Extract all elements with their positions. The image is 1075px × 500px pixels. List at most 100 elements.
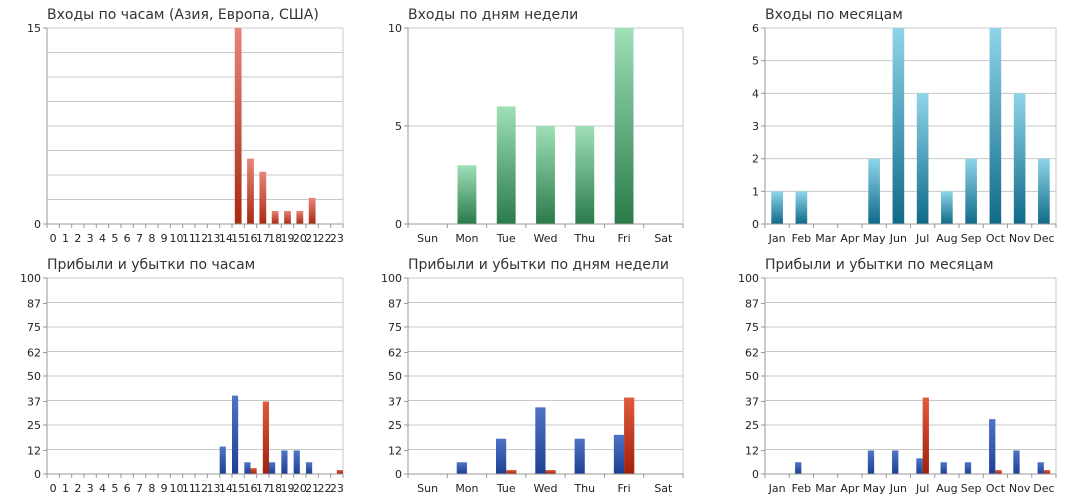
x-tick-label: 12: [194, 232, 208, 245]
chart-title: Входы по месяцам: [765, 7, 903, 23]
bar: [916, 93, 929, 224]
bar: [1043, 470, 1051, 474]
x-tick-label: Dec: [1033, 232, 1054, 245]
bar: [795, 191, 808, 224]
bar: [995, 470, 1002, 474]
x-tick-label: Wed: [534, 482, 558, 495]
bar: [308, 197, 316, 224]
y-tick-label: 62: [745, 346, 759, 359]
y-tick-label: 2: [752, 153, 759, 166]
x-tick-label: Tue: [496, 482, 516, 495]
bar: [613, 434, 625, 474]
bar: [1038, 158, 1050, 224]
x-tick-label: 6: [124, 232, 131, 245]
x-tick-label: Jun: [889, 232, 907, 245]
bar: [867, 450, 875, 474]
bar: [506, 470, 517, 474]
x-tick-label: 23: [330, 482, 344, 495]
x-tick-label: 10: [170, 482, 184, 495]
x-tick-label: Sat: [654, 482, 673, 495]
x-tick-label: Oct: [986, 232, 1006, 245]
x-tick-label: 1: [62, 232, 69, 245]
chart-plot: 0 12 25 37 50 62 75 87 100 Jan Feb Mar Apr May Jun Jul A…: [738, 272, 1057, 495]
x-tick-label: 13: [207, 482, 221, 495]
x-tick-label: Mar: [815, 482, 836, 495]
y-tick-label: 0: [34, 468, 41, 481]
x-tick-label: Apr: [840, 232, 860, 245]
chart-title: Прибыли и убытки по месяцам: [765, 257, 994, 273]
x-tick-label: 15: [231, 482, 245, 495]
bar: [545, 470, 556, 474]
x-tick-label: 12: [194, 482, 208, 495]
bar: [941, 191, 953, 224]
chart-title: Прибыли и убытки по дням недели: [408, 257, 669, 273]
x-tick-label: Aug: [936, 482, 957, 495]
bar: [535, 407, 546, 474]
x-tick-label: Jul: [915, 232, 929, 245]
x-tick-label: 19: [281, 232, 295, 245]
x-tick-label: Feb: [792, 232, 811, 245]
y-tick-label: 1: [752, 185, 759, 198]
x-tick-label: May: [863, 232, 886, 245]
bar: [1013, 450, 1020, 474]
bar: [964, 462, 972, 474]
y-tick-label: 87: [388, 297, 402, 310]
x-tick-label: 5: [111, 482, 118, 495]
x-tick-label: 8: [148, 232, 155, 245]
bar: [271, 210, 279, 224]
x-tick-label: May: [863, 482, 886, 495]
x-tick-label: 8: [148, 482, 155, 495]
x-tick-label: 15: [231, 232, 245, 245]
y-tick-label: 50: [745, 370, 759, 383]
y-tick-label: 0: [395, 468, 402, 481]
bar: [457, 165, 477, 224]
chart-logins-by-hour: Входы по часам (Азия, Европа, США) 0 15 0 1…: [0, 0, 355, 250]
y-tick-label: 10: [388, 22, 402, 35]
bar: [614, 28, 634, 224]
bar: [293, 450, 300, 474]
x-tick-label: Feb: [792, 482, 811, 495]
x-tick-label: 9: [161, 482, 168, 495]
x-tick-label: 16: [244, 482, 258, 495]
x-tick-label: 18: [268, 482, 282, 495]
y-tick-label: 12: [388, 444, 402, 457]
bar: [989, 419, 996, 474]
x-tick-label: 23: [330, 232, 344, 245]
x-tick-label: Sat: [654, 232, 673, 245]
y-tick-label: 50: [27, 370, 41, 383]
y-tick-label: 5: [395, 120, 402, 133]
x-tick-label: Jan: [768, 482, 786, 495]
chart-title: Прибыли и убытки по часам: [47, 257, 256, 273]
bar: [922, 397, 929, 474]
x-tick-label: Dec: [1033, 482, 1054, 495]
x-tick-label: 5: [111, 232, 118, 245]
bar: [262, 401, 269, 474]
x-tick-label: Aug: [936, 232, 957, 245]
x-tick-label: Mon: [455, 232, 478, 245]
bar: [965, 158, 977, 224]
bar: [247, 158, 254, 224]
x-tick-label: 7: [136, 482, 143, 495]
bar: [296, 210, 304, 224]
y-tick-label: 75: [745, 321, 759, 334]
y-tick-label: 87: [27, 297, 41, 310]
y-tick-label: 6: [752, 22, 759, 35]
x-tick-label: 2: [74, 482, 81, 495]
y-tick-label: 100: [381, 272, 402, 285]
bar: [795, 462, 802, 474]
bar: [771, 191, 783, 224]
x-tick-label: Jun: [889, 482, 907, 495]
y-tick-label: 100: [20, 272, 41, 285]
x-tick-label: Oct: [986, 482, 1006, 495]
bar: [916, 458, 923, 474]
x-tick-label: 4: [99, 232, 106, 245]
y-tick-label: 0: [34, 218, 41, 231]
x-tick-label: 3: [87, 482, 94, 495]
bar: [219, 446, 226, 474]
y-tick-label: 12: [27, 444, 41, 457]
y-tick-label: 0: [752, 468, 759, 481]
x-tick-label: 7: [136, 232, 143, 245]
y-tick-label: 75: [388, 321, 402, 334]
bar: [868, 158, 880, 224]
